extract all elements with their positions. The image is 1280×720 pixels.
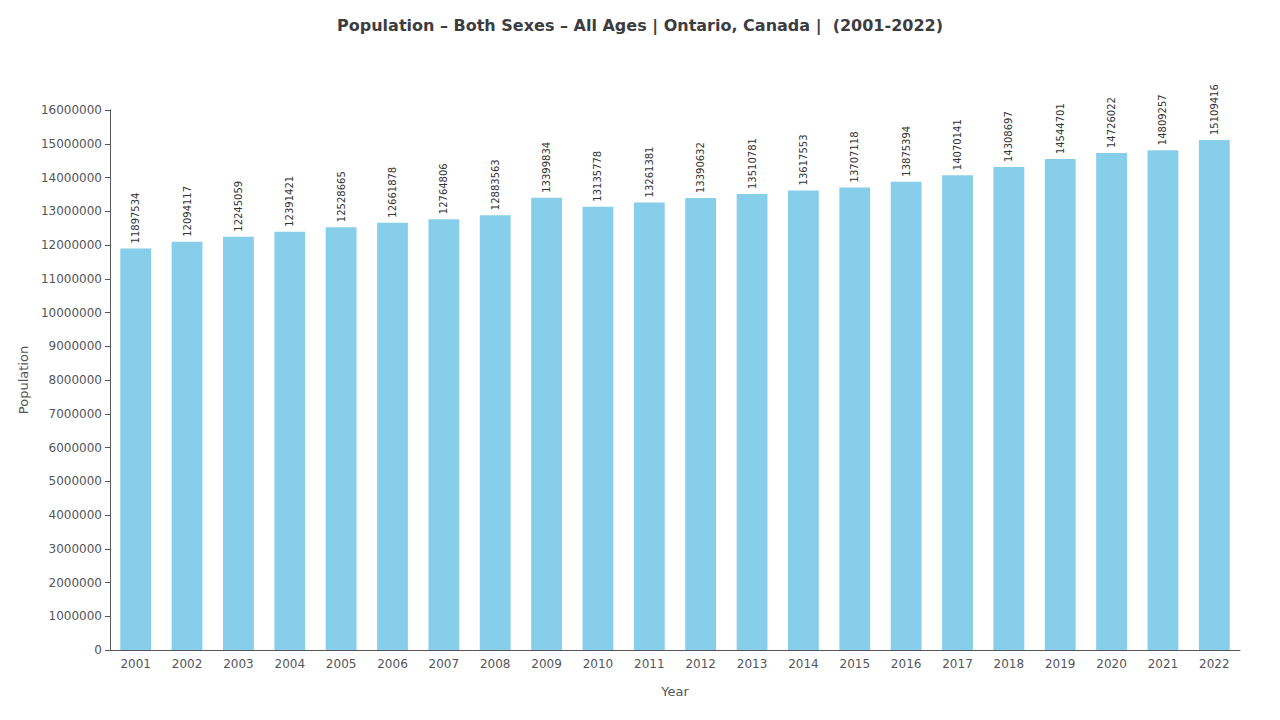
svg-text:11897534: 11897534 xyxy=(130,193,141,244)
svg-text:8000000: 8000000 xyxy=(49,373,102,387)
svg-text:14000000: 14000000 xyxy=(41,171,102,185)
svg-text:2006: 2006 xyxy=(377,657,408,671)
svg-text:2002: 2002 xyxy=(172,657,203,671)
svg-text:0: 0 xyxy=(94,643,102,657)
svg-text:6000000: 6000000 xyxy=(49,441,102,455)
svg-text:2016: 2016 xyxy=(891,657,922,671)
svg-text:2004: 2004 xyxy=(274,657,305,671)
svg-text:2013: 2013 xyxy=(737,657,768,671)
svg-text:12661878: 12661878 xyxy=(387,167,398,218)
svg-text:13000000: 13000000 xyxy=(41,204,102,218)
svg-text:12764806: 12764806 xyxy=(438,163,449,214)
svg-text:2015: 2015 xyxy=(839,657,870,671)
svg-text:2000000: 2000000 xyxy=(49,576,102,590)
svg-text:12391421: 12391421 xyxy=(284,176,295,227)
svg-text:2011: 2011 xyxy=(634,657,665,671)
svg-text:13510781: 13510781 xyxy=(747,138,758,189)
svg-text:10000000: 10000000 xyxy=(41,306,102,320)
svg-text:2010: 2010 xyxy=(583,657,614,671)
svg-text:5000000: 5000000 xyxy=(49,474,102,488)
svg-text:2020: 2020 xyxy=(1096,657,1127,671)
svg-text:13707118: 13707118 xyxy=(849,131,860,182)
svg-text:15109416: 15109416 xyxy=(1209,84,1220,135)
svg-text:2001: 2001 xyxy=(120,657,151,671)
svg-text:13875394: 13875394 xyxy=(901,126,912,177)
svg-text:2005: 2005 xyxy=(326,657,357,671)
svg-text:15000000: 15000000 xyxy=(41,137,102,151)
svg-text:12528665: 12528665 xyxy=(336,171,347,222)
svg-text:13390632: 13390632 xyxy=(695,142,706,193)
svg-text:2018: 2018 xyxy=(994,657,1025,671)
svg-text:Population: Population xyxy=(16,346,31,414)
svg-text:4000000: 4000000 xyxy=(49,508,102,522)
svg-text:Year: Year xyxy=(660,684,689,699)
svg-text:13399834: 13399834 xyxy=(541,142,552,193)
svg-text:2014: 2014 xyxy=(788,657,819,671)
svg-text:Population – Both Sexes – All: Population – Both Sexes – All Ages | Ont… xyxy=(337,16,943,36)
svg-text:14308697: 14308697 xyxy=(1003,111,1014,162)
svg-text:12000000: 12000000 xyxy=(41,238,102,252)
svg-text:13617553: 13617553 xyxy=(798,135,809,186)
svg-text:2008: 2008 xyxy=(480,657,511,671)
svg-text:2021: 2021 xyxy=(1148,657,1179,671)
svg-text:14726022: 14726022 xyxy=(1106,97,1117,148)
svg-text:1000000: 1000000 xyxy=(49,609,102,623)
svg-text:14544701: 14544701 xyxy=(1055,103,1066,154)
svg-text:16000000: 16000000 xyxy=(41,103,102,117)
svg-text:2019: 2019 xyxy=(1045,657,1076,671)
svg-text:2022: 2022 xyxy=(1199,657,1230,671)
svg-text:14070141: 14070141 xyxy=(952,119,963,170)
svg-text:9000000: 9000000 xyxy=(49,339,102,353)
svg-text:14809257: 14809257 xyxy=(1157,94,1168,145)
svg-text:2007: 2007 xyxy=(429,657,460,671)
svg-text:2003: 2003 xyxy=(223,657,254,671)
svg-text:7000000: 7000000 xyxy=(49,407,102,421)
svg-text:2017: 2017 xyxy=(942,657,973,671)
svg-text:12094117: 12094117 xyxy=(182,186,193,237)
svg-text:12883563: 12883563 xyxy=(490,159,501,210)
svg-text:2009: 2009 xyxy=(531,657,562,671)
svg-text:3000000: 3000000 xyxy=(49,542,102,556)
svg-text:13135778: 13135778 xyxy=(592,151,603,202)
svg-text:12245059: 12245059 xyxy=(233,181,244,232)
svg-text:13261381: 13261381 xyxy=(644,147,655,198)
svg-text:11000000: 11000000 xyxy=(41,272,102,286)
svg-text:2012: 2012 xyxy=(685,657,716,671)
